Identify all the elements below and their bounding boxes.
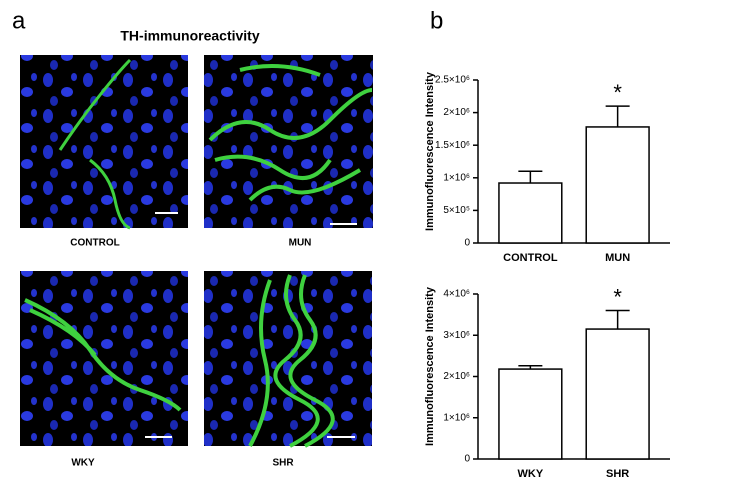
y-tick-label: 1×10⁶ bbox=[443, 172, 470, 183]
y-tick-label: 2×10⁶ bbox=[443, 107, 470, 118]
y-tick-label: 0 bbox=[464, 454, 470, 465]
x-tick-label: WKY bbox=[518, 468, 544, 480]
image-label: MUN bbox=[289, 238, 312, 249]
annotation: * bbox=[613, 284, 622, 309]
image-label: SHR bbox=[272, 458, 294, 469]
bar bbox=[498, 368, 563, 460]
y-tick-label: 2×10⁶ bbox=[443, 371, 470, 382]
micrograph bbox=[204, 55, 373, 228]
y-tick-label: 0 bbox=[464, 238, 470, 249]
bar bbox=[585, 126, 650, 244]
y-tick-label: 2.5×10⁶ bbox=[435, 75, 470, 86]
image-label: CONTROL bbox=[70, 238, 119, 249]
y-tick-label: 1.5×10⁶ bbox=[435, 140, 470, 151]
y-tick-label: 4×10⁶ bbox=[443, 289, 470, 300]
image-label: WKY bbox=[71, 458, 95, 469]
micrograph bbox=[20, 55, 188, 230]
y-tick-label: 1×10⁶ bbox=[443, 412, 470, 423]
panel-label: b bbox=[430, 7, 443, 34]
micrograph bbox=[20, 271, 188, 446]
image-title: TH-immunoreactivity bbox=[120, 28, 259, 44]
y-axis-label: Immunofluorescence Intensity bbox=[424, 71, 436, 231]
x-tick-label: MUN bbox=[605, 252, 630, 264]
micrograph bbox=[204, 271, 372, 448]
bar bbox=[498, 182, 563, 244]
y-tick-label: 5×10⁵ bbox=[443, 205, 470, 216]
x-tick-label: CONTROL bbox=[503, 252, 558, 264]
y-tick-label: 3×10⁶ bbox=[443, 330, 470, 341]
y-axis-label: Immunofluorescence Intensity bbox=[424, 286, 436, 446]
panel-label: a bbox=[12, 7, 26, 34]
bar bbox=[585, 328, 650, 460]
annotation: * bbox=[613, 80, 622, 105]
x-tick-label: SHR bbox=[606, 468, 629, 480]
